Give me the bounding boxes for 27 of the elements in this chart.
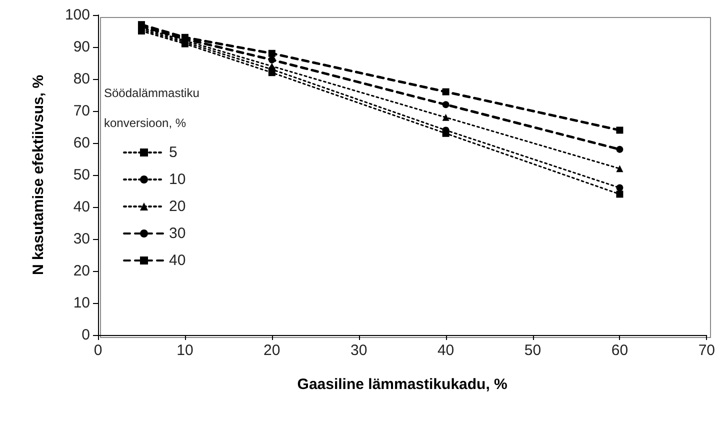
x-tick-label: 0 bbox=[94, 342, 102, 359]
x-tick-label: 20 bbox=[264, 342, 280, 359]
legend-label: 30 bbox=[169, 225, 186, 242]
y-tick-label: 100 bbox=[64, 6, 90, 24]
y-tick-label: 10 bbox=[73, 294, 90, 312]
legend-label: 40 bbox=[169, 252, 186, 269]
y-tick-label: 60 bbox=[73, 134, 90, 152]
x-tick-label: 10 bbox=[176, 342, 194, 359]
legend-label: 20 bbox=[169, 198, 186, 215]
text: Söödalämmastiku konversioon, % bbox=[104, 86, 200, 130]
y-tick-label: 30 bbox=[73, 230, 90, 248]
y-tick-label: 80 bbox=[73, 70, 90, 88]
y-tick-label: 0 bbox=[82, 326, 90, 344]
x-tick-label: 60 bbox=[611, 342, 628, 359]
x-tick-label: 40 bbox=[437, 342, 454, 359]
x-tick-label: 30 bbox=[350, 342, 368, 359]
y-axis-title: N kasutamise efektiivsus, % bbox=[30, 74, 47, 276]
y-tick-label: 50 bbox=[73, 166, 90, 184]
x-axis-title: Gaasiline lämmastikukadu, % bbox=[297, 376, 508, 393]
x-tick-label: 70 bbox=[698, 342, 715, 359]
y-tick-label: 20 bbox=[73, 262, 90, 280]
legend-label: 10 bbox=[169, 171, 186, 188]
x-tick-label: 50 bbox=[524, 342, 542, 359]
y-tick-label: 40 bbox=[73, 198, 90, 216]
y-tick-label: 70 bbox=[73, 102, 90, 120]
legend-label: 5 bbox=[169, 144, 178, 161]
y-tick-label: 90 bbox=[73, 38, 90, 56]
